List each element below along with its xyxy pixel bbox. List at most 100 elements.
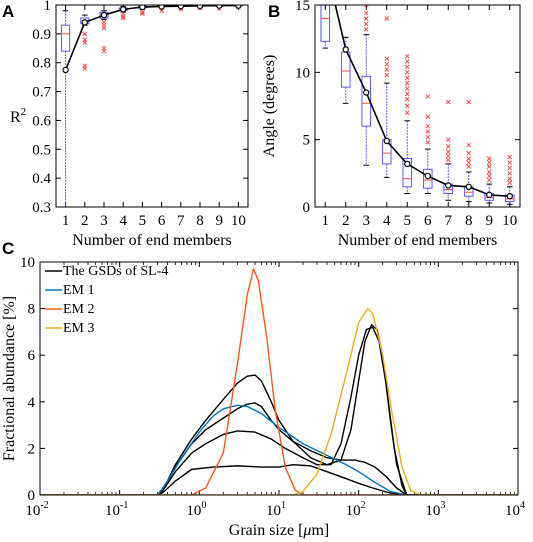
x-tick-label: 103 — [425, 500, 445, 519]
mean-point — [465, 183, 472, 190]
x-tick-label: 9 — [215, 213, 223, 229]
x-tick-base: 10 — [105, 503, 120, 519]
plot-frame — [39, 261, 519, 496]
x-tick-label: 100 — [186, 500, 206, 519]
outlier-marker — [82, 40, 88, 45]
outlier-marker — [363, 5, 369, 8]
outlier-marker — [363, 10, 369, 16]
mean-point — [158, 5, 165, 10]
outlier-stroke — [445, 144, 451, 149]
series-line-6 — [40, 268, 518, 495]
outlier-stroke — [82, 31, 88, 37]
x-tick-base: 10 — [266, 503, 281, 519]
y-axis-label: R2 — [10, 106, 26, 126]
x-tick-label: 3 — [363, 213, 371, 229]
outlier-stroke — [507, 160, 513, 165]
outlier-stroke — [363, 26, 369, 32]
outlier-marker — [486, 164, 492, 169]
outlier-marker — [404, 53, 410, 59]
y-axis-label: Angle (degrees) — [261, 55, 278, 158]
plot-frame — [314, 4, 521, 208]
legend-item: EM 2 — [45, 302, 95, 317]
outlier-stroke — [425, 114, 431, 120]
y-tick-label: 0.7 — [32, 85, 51, 101]
y-tick-label: 0.4 — [32, 171, 51, 187]
outlier-stroke — [445, 149, 451, 155]
outlier-stroke — [404, 96, 410, 102]
y-tick-label: 10 — [20, 255, 35, 271]
outlier-marker — [140, 9, 145, 15]
outlier-marker — [445, 137, 451, 143]
mean-point — [216, 5, 223, 9]
x-tick-label: 10-2 — [25, 500, 48, 519]
x-tick-base: 10 — [25, 503, 40, 519]
x-tick-label: 4 — [119, 213, 127, 229]
outlier-stroke — [384, 67, 390, 72]
outlier-stroke — [445, 153, 451, 159]
panel-label-c: C — [2, 239, 14, 258]
mean-point — [119, 6, 127, 13]
box-5 — [402, 53, 413, 195]
x-tick-label: 10 — [502, 213, 517, 229]
outlier-marker — [466, 160, 472, 165]
outlier-stroke — [507, 170, 513, 176]
outlier-stroke — [384, 56, 390, 62]
outlier-marker — [404, 64, 410, 70]
box-1 — [320, 5, 331, 49]
outlier-marker — [425, 134, 431, 140]
x-tick-label: 2 — [342, 213, 350, 229]
outlier-marker — [466, 99, 472, 105]
outlier-marker — [101, 48, 107, 54]
legend-item: EM 3 — [45, 321, 95, 336]
outlier-marker — [486, 173, 492, 179]
mean-point — [506, 193, 513, 200]
outlier-stroke — [404, 59, 410, 64]
x-tick-label: 2 — [81, 213, 89, 229]
outlier-marker — [404, 69, 410, 75]
box-plot-marks — [61, 5, 243, 207]
mean-point — [363, 89, 370, 96]
x-tick-label: 8 — [465, 213, 473, 229]
x-tick-exponent: 4 — [520, 500, 525, 511]
outlier-stroke — [445, 99, 451, 105]
box-4 — [381, 16, 392, 178]
outlier-stroke — [101, 19, 107, 25]
box-6 — [422, 94, 433, 195]
x-axis-label: Number of end members — [338, 232, 498, 249]
outlier-stroke — [363, 5, 367, 8]
outlier-stroke — [82, 66, 88, 71]
outlier-marker — [425, 123, 431, 129]
panel-a-plot: 0.30.40.50.60.70.80.911 2 3 4 5 6 7 8 9 10Number … — [10, 0, 249, 249]
x-tick-base: 10 — [346, 503, 361, 519]
outlier-stroke — [140, 9, 145, 15]
series-line-2 — [40, 402, 518, 495]
outlier-marker — [363, 16, 369, 21]
outlier-stroke — [384, 72, 390, 78]
box-1 — [61, 10, 71, 207]
box-iqr — [61, 24, 71, 52]
series-line-3 — [40, 324, 518, 495]
outlier-marker — [140, 11, 145, 17]
outlier-stroke — [466, 142, 472, 148]
x-tick-label: 9 — [486, 213, 494, 229]
x-tick-label: 10 — [231, 213, 246, 229]
outlier-marker — [384, 56, 390, 62]
x-tick-label: 5 — [139, 213, 147, 229]
x-tick-label: 8 — [196, 213, 204, 229]
y-tick-label: 8 — [28, 302, 36, 318]
outlier-marker — [363, 21, 369, 27]
outlier-stroke — [404, 110, 410, 116]
outlier-marker — [425, 140, 431, 145]
x-tick-label: 101 — [266, 500, 286, 519]
x-tick-label: 4 — [383, 213, 391, 229]
outlier-stroke — [101, 25, 107, 31]
outlier-stroke — [425, 94, 431, 99]
mean-line — [334, 5, 510, 198]
outlier-stroke — [120, 11, 126, 17]
mean-point — [100, 11, 108, 19]
outlier-marker — [466, 142, 472, 148]
outlier-stroke — [404, 75, 410, 81]
outlier-stroke — [404, 53, 410, 59]
outlier-marker — [425, 94, 431, 99]
